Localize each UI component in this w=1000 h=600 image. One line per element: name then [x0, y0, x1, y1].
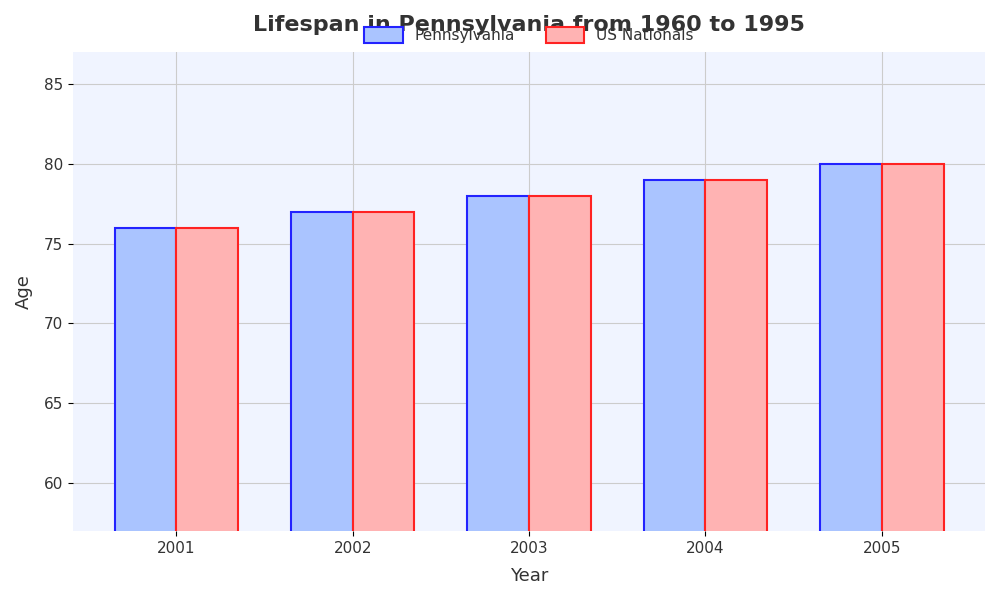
Bar — [467, 196, 529, 600]
Legend: Pennsylvania, US Nationals: Pennsylvania, US Nationals — [358, 21, 700, 49]
Bar — [115, 227, 176, 600]
Bar — [176, 227, 238, 600]
X-axis label: Year: Year — [510, 567, 548, 585]
Y-axis label: Age: Age — [15, 274, 33, 309]
Title: Lifespan in Pennsylvania from 1960 to 1995: Lifespan in Pennsylvania from 1960 to 19… — [253, 15, 805, 35]
Bar — [529, 196, 591, 600]
Bar — [882, 164, 944, 600]
Bar — [820, 164, 882, 600]
Bar — [291, 212, 353, 600]
Bar — [353, 212, 414, 600]
Bar — [705, 179, 767, 600]
Bar — [644, 179, 705, 600]
